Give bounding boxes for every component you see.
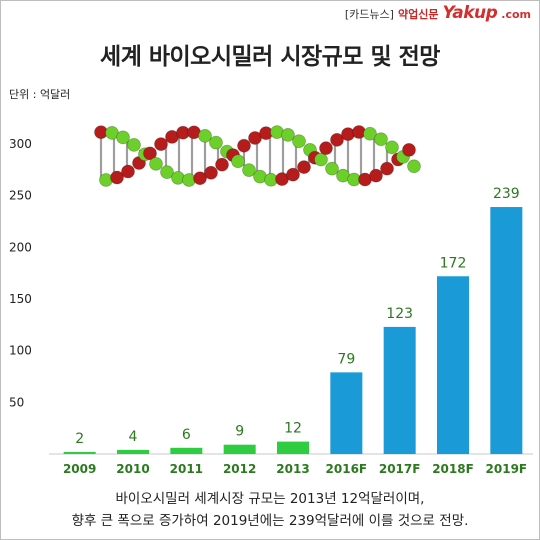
bar-2011 [170,447,203,454]
brand-header: [카드뉴스] 약업신문 Yakup .com [345,3,531,25]
dna-bead [407,159,421,174]
unit-label: 단위 : 억달러 [9,88,71,101]
y-tick-label: 100 [9,344,32,358]
newspaper-name: 약업신문 [397,8,439,21]
dna-bead [127,138,141,152]
bar-value-label: 123 [386,306,413,322]
x-tick-label: 2012 [223,462,256,476]
x-tick-label: 2016F [326,462,368,476]
dna-bead [402,142,416,157]
dna-bead [297,160,311,174]
bar-2019F [490,207,523,454]
bar-2017F [383,326,416,454]
dna-bead [121,164,135,179]
dna-bead [325,161,339,176]
bar-value-label: 239 [493,186,520,202]
x-tick-label: 2011 [170,462,203,476]
x-tick-label: 2009 [63,462,96,476]
y-tick-label: 200 [9,240,32,254]
bar-value-label: 12 [284,421,302,437]
dna-bead [242,163,256,178]
card-news-tag: [카드뉴스] [344,8,394,21]
caption-line-2: 향후 큰 폭으로 증가하여 2019년에는 239억달러에 이를 것으로 전망. [71,513,469,529]
bar-value-label: 172 [440,255,467,271]
x-axis-labels: 2009 2010 2011 2012 2013 2016F 2017F 2018F 2019F [63,462,527,476]
dna-bead [193,171,207,186]
y-tick-label: 150 [9,292,32,306]
bar-value-label: 4 [129,429,138,445]
dna-bead [143,146,157,161]
dna-bead [160,165,174,180]
dna-bead [330,132,344,147]
dna-helix-illustration [94,125,421,187]
dna-bead [319,141,333,156]
dna-bead [149,156,163,171]
bars-group: 2 4 6 9 12 79 123 172 239 [49,186,533,455]
x-tick-label: 2019F [486,462,528,476]
x-tick-label: 2013 [276,462,309,476]
dna-bead [363,126,377,141]
dna-bead [116,130,130,145]
bar-2010 [117,449,149,454]
y-axis-ticks: 50 100 150 200 250 300 [9,137,32,409]
y-tick-label: 300 [9,137,32,151]
dna-bead [209,135,223,150]
bar-2018F [437,276,469,454]
dna-bead [314,152,328,167]
bar-value-label: 6 [182,427,191,443]
dna-bead [215,157,229,172]
dna-bead [380,161,394,176]
dna-bead [281,128,295,142]
bar-2009 [63,451,96,454]
yakup-logo-domain: .com [501,8,531,21]
dna-bead [385,140,399,155]
caption-line-1: 바이오시밀러 세계시장 규모는 2013년 12억달러이며, [115,491,425,507]
x-tick-label: 2017F [379,462,421,476]
chart-title: 세계 바이오시밀러 시장규모 및 전망 [100,44,440,70]
x-tick-label: 2010 [116,462,149,476]
bar-chart: 50 100 150 200 250 300 2 4 6 9 12 79 123 172 239 2009… [9,125,533,476]
bar-value-label: 2 [75,431,84,447]
dna-bead [204,165,218,180]
dna-bead [237,138,251,153]
bar-value-label: 79 [337,351,355,367]
bar-value-label: 9 [235,424,244,440]
dna-bead [286,167,300,182]
y-tick-label: 250 [9,189,32,203]
y-tick-label: 50 [9,395,24,409]
chart-caption: 바이오시밀러 세계시장 규모는 2013년 12억달러이며, 향후 큰 폭으로 … [1,488,539,532]
dna-bead [110,170,124,185]
dna-bead [198,128,212,143]
yakup-logo: Yakup [442,3,498,23]
dna-bead [369,168,383,183]
dna-bead [248,131,262,145]
bar-2016F [330,372,363,454]
dna-bead [374,132,388,147]
dna-bead [231,154,245,169]
x-tick-label: 2018F [432,462,474,476]
bar-2012 [223,444,256,454]
bar-2013 [277,441,309,454]
dna-bead [292,134,306,149]
dna-bead [154,137,168,152]
